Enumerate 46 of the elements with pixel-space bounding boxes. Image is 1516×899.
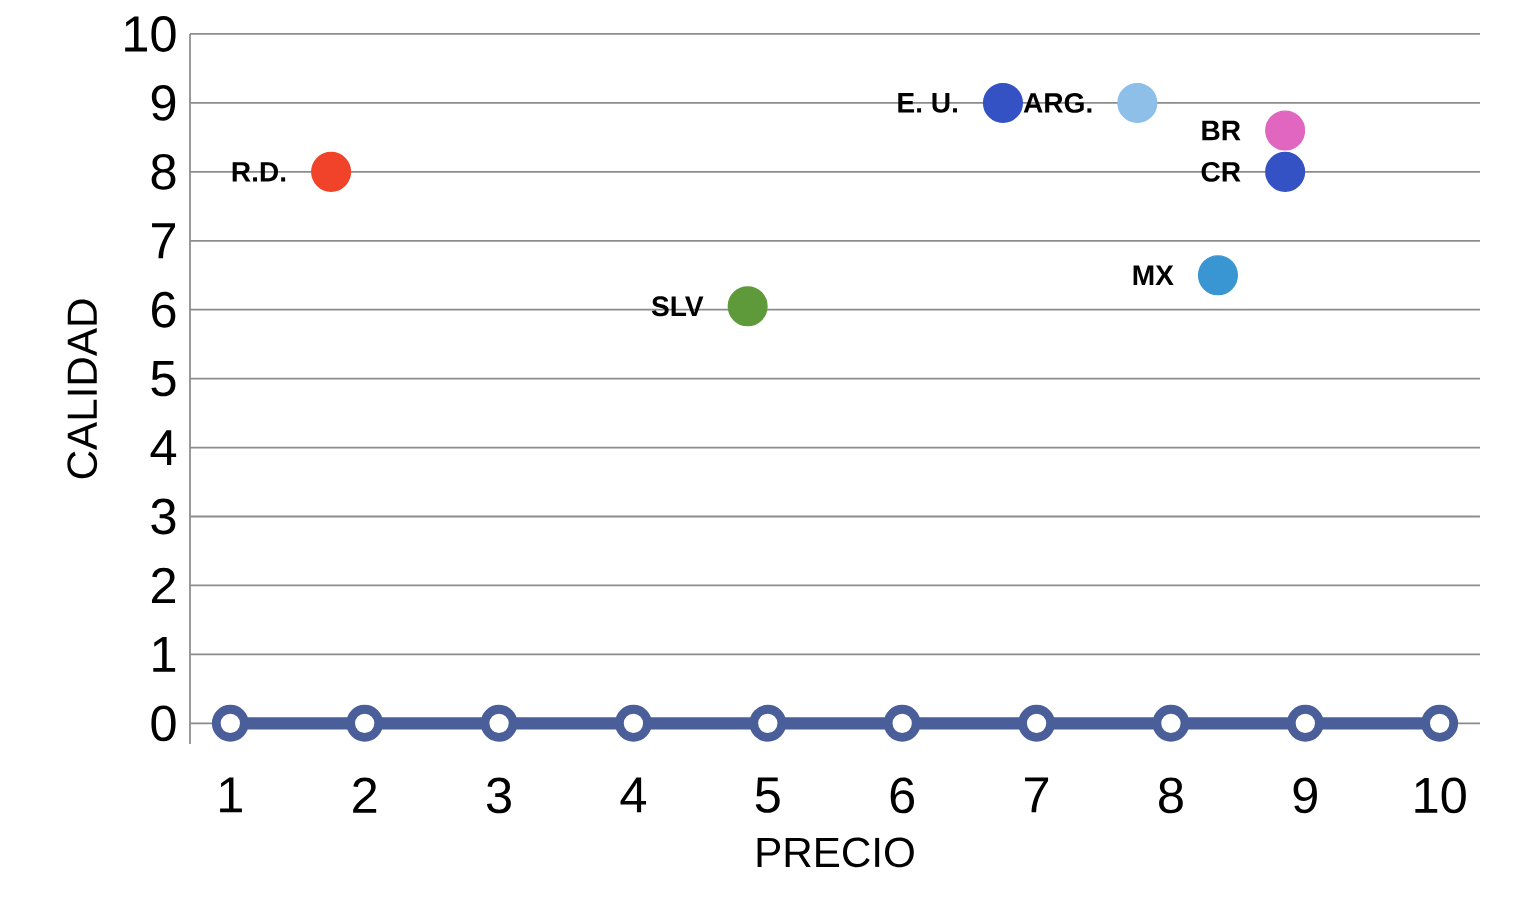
point: [1117, 82, 1158, 123]
point: [311, 151, 352, 192]
point: [883, 704, 921, 742]
x-tick-label: 6: [890, 777, 915, 814]
y-tick-label: 6: [152, 291, 176, 328]
point: [614, 704, 652, 742]
y-tick-label: 2: [151, 567, 176, 604]
y-tick-label: 1: [153, 636, 176, 672]
x-tick-label: 5: [755, 777, 780, 813]
y-tick-label: 3: [151, 498, 176, 535]
point: [1265, 110, 1306, 151]
x-tick-label: 7: [1025, 777, 1049, 813]
point: [727, 286, 768, 327]
x-tick-label: 1: [220, 777, 242, 813]
point: [982, 82, 1023, 123]
x-tick-label: 2: [353, 777, 377, 813]
y-tick-label: 8: [151, 153, 176, 190]
point: [1265, 151, 1306, 192]
x-tick-label: 9: [1293, 777, 1317, 814]
point: [346, 704, 384, 742]
y-tick-label: 7: [152, 223, 176, 259]
annotation: CR: [1201, 161, 1241, 182]
y-tick-label: 9: [151, 85, 176, 121]
point: [1152, 704, 1190, 742]
y-axis-title: CALIDAD: [67, 299, 98, 479]
annotation: E. U.: [898, 93, 957, 113]
annotation: BR: [1202, 120, 1241, 141]
annotation: SLV: [651, 296, 704, 317]
point: [211, 704, 249, 742]
point: [1018, 704, 1056, 742]
y-tick-label: 0: [151, 705, 176, 742]
annotation: R.D.: [232, 162, 286, 182]
x-tick-label: 3: [486, 777, 511, 814]
x-axis-title: PRECIO: [757, 837, 914, 868]
y-tick-label: 5: [151, 360, 176, 397]
x-tick-label: 10: [1415, 777, 1466, 814]
x-tick-label: 4: [620, 777, 647, 813]
x-tick-label: 8: [1159, 777, 1183, 814]
point: [1286, 704, 1324, 742]
point: [749, 704, 787, 742]
y-tick-label: 4: [150, 430, 177, 465]
annotation: MX: [1133, 265, 1174, 285]
point: [1197, 255, 1238, 296]
point: [480, 704, 518, 742]
y-tick-label: 10: [125, 16, 176, 52]
annotation: ARG.: [1023, 92, 1092, 113]
